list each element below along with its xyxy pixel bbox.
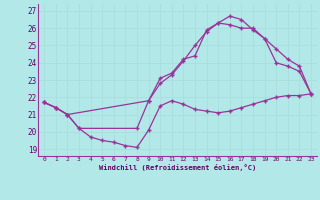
X-axis label: Windchill (Refroidissement éolien,°C): Windchill (Refroidissement éolien,°C): [99, 164, 256, 171]
